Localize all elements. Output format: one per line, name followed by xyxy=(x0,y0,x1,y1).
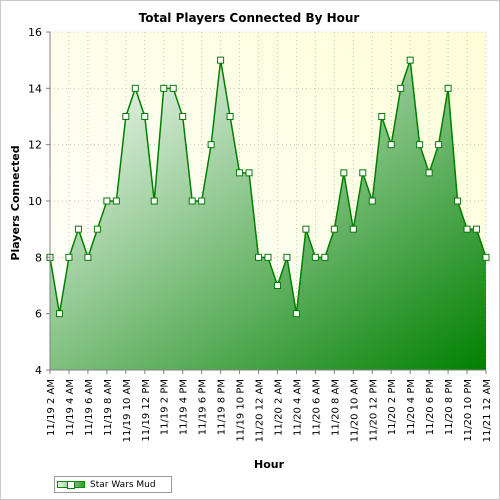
data-point xyxy=(302,225,310,233)
x-tick-label: 11/20 12 PM xyxy=(368,379,379,442)
x-tick-label: 11/20 8 PM xyxy=(444,379,455,435)
x-tick-label: 11/19 2 AM xyxy=(46,379,57,436)
x-tick-label: 11/19 6 AM xyxy=(84,379,95,436)
data-point xyxy=(340,169,348,177)
series-area xyxy=(50,60,486,371)
legend-label: Star Wars Mud xyxy=(90,479,156,490)
data-point xyxy=(359,169,367,177)
data-point xyxy=(160,84,168,92)
data-point xyxy=(217,56,225,64)
data-point xyxy=(435,141,443,149)
data-point xyxy=(482,253,490,261)
x-tick-label: 11/19 4 PM xyxy=(179,379,190,435)
data-point xyxy=(150,197,158,205)
x-tick-label: 11/19 10 PM xyxy=(236,379,247,442)
y-axis-label: Players Connected xyxy=(9,145,22,260)
x-axis-label: Hour xyxy=(254,458,285,471)
y-tick-label: 16 xyxy=(28,26,42,39)
data-point xyxy=(141,113,149,120)
data-point xyxy=(236,169,244,177)
data-point xyxy=(473,225,481,233)
x-tick-label: 11/19 12 PM xyxy=(141,379,152,442)
data-point xyxy=(112,197,120,205)
data-point xyxy=(226,113,234,120)
data-point xyxy=(292,310,300,318)
data-point xyxy=(245,169,253,177)
data-point xyxy=(103,197,111,205)
data-point xyxy=(122,113,130,120)
y-tick-label: 8 xyxy=(35,251,42,264)
x-tick-label: 11/20 4 PM xyxy=(406,379,417,435)
data-point xyxy=(84,253,92,261)
data-point xyxy=(131,84,139,92)
data-point xyxy=(454,197,462,205)
data-point xyxy=(330,225,338,233)
data-point xyxy=(255,253,263,261)
data-point xyxy=(397,84,405,92)
data-point xyxy=(169,84,177,92)
x-tick-label: 11/20 6 PM xyxy=(425,379,436,435)
data-point xyxy=(188,197,196,205)
data-point xyxy=(65,253,73,261)
x-tick-label: 11/20 2 PM xyxy=(387,379,398,435)
y-tick-label: 14 xyxy=(28,82,42,95)
data-point xyxy=(425,169,433,177)
x-tick-label: 11/19 8 AM xyxy=(103,379,114,436)
x-tick-label: 11/20 2 AM xyxy=(273,379,284,436)
x-tick-label: 11/19 2 PM xyxy=(160,379,171,435)
data-point xyxy=(311,253,319,261)
x-tick-label: 11/20 4 AM xyxy=(292,379,303,436)
data-point xyxy=(207,141,215,149)
data-point xyxy=(179,113,187,120)
x-tick-label: 11/20 10 PM xyxy=(463,379,474,442)
x-tick-label: 11/19 4 AM xyxy=(65,379,76,436)
data-point xyxy=(55,310,63,318)
data-point xyxy=(264,253,272,261)
x-tick-label: 11/21 12 AM xyxy=(482,379,493,442)
y-tick-label: 12 xyxy=(28,139,42,152)
data-point xyxy=(273,282,281,289)
data-point xyxy=(283,253,291,261)
data-point xyxy=(406,56,414,64)
data-point xyxy=(444,84,452,92)
x-tick-label: 11/20 8 AM xyxy=(330,379,341,436)
data-point xyxy=(349,225,357,233)
data-point xyxy=(463,225,471,233)
y-tick-label: 6 xyxy=(35,308,42,321)
data-point xyxy=(378,113,386,120)
legend: Star Wars Mud xyxy=(54,476,172,493)
data-point xyxy=(93,225,101,233)
legend-swatch-icon xyxy=(57,479,85,490)
x-tick-label: 11/20 10 AM xyxy=(349,379,360,442)
x-tick-label: 11/20 12 AM xyxy=(255,379,266,442)
x-tick-label: 11/19 6 PM xyxy=(198,379,209,435)
data-point xyxy=(416,141,424,149)
y-tick-label: 10 xyxy=(28,195,42,208)
data-point xyxy=(321,253,329,261)
data-point xyxy=(198,197,206,205)
x-tick-label: 11/20 6 AM xyxy=(311,379,322,436)
data-point xyxy=(368,197,376,205)
data-point xyxy=(387,141,395,149)
data-point xyxy=(74,225,82,233)
x-tick-label: 11/19 8 PM xyxy=(217,379,228,435)
chart-title: Total Players Connected By Hour xyxy=(139,11,360,25)
y-tick-label: 4 xyxy=(35,364,42,377)
x-tick-label: 11/19 10 AM xyxy=(122,379,133,442)
